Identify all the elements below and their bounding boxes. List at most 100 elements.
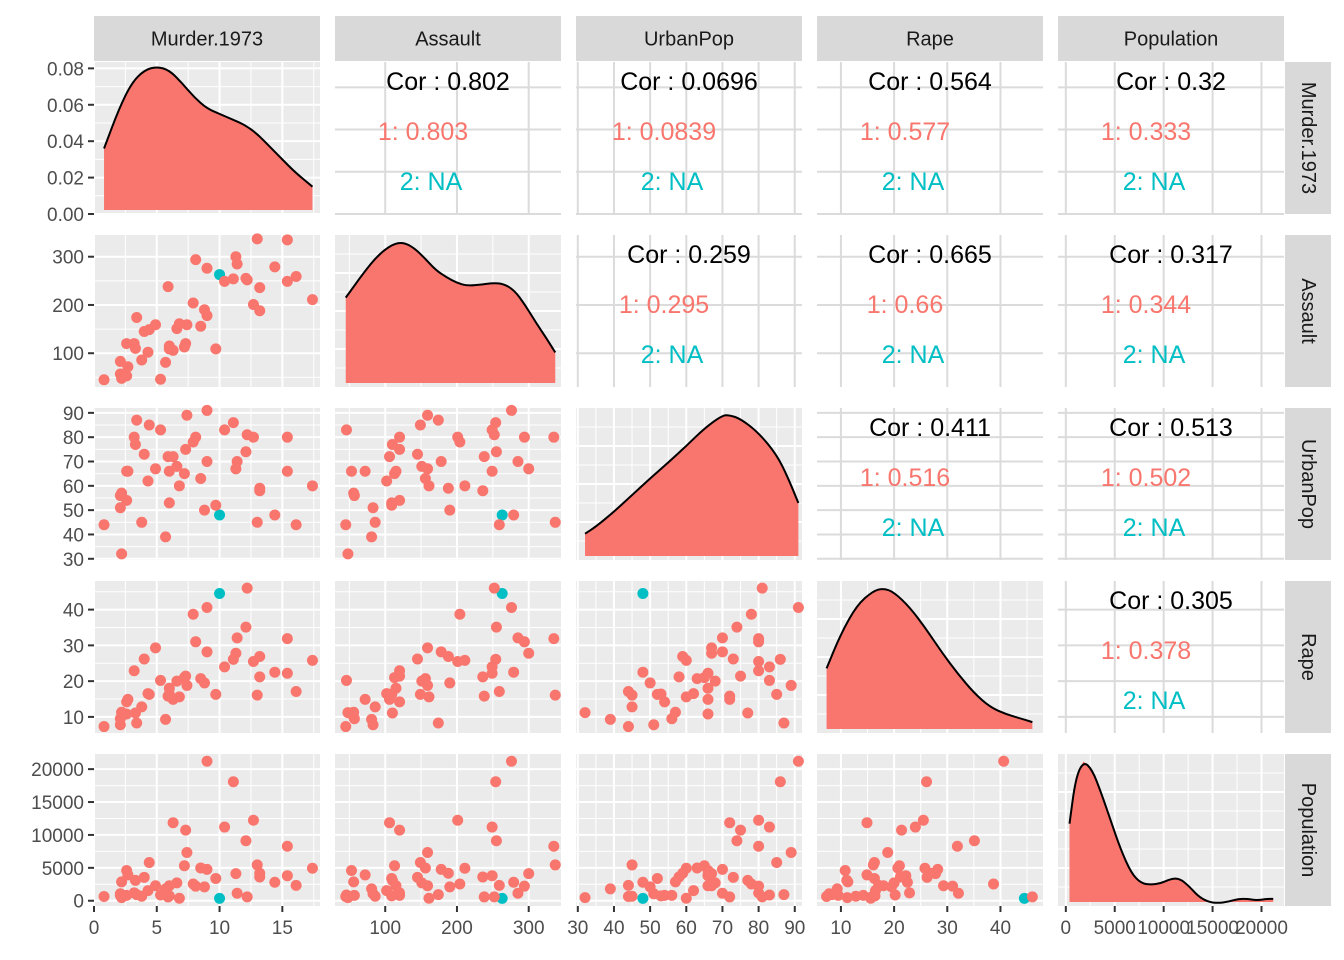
data-point-group-1 [269, 876, 281, 888]
data-point-group-1 [201, 601, 213, 613]
y-axis-population: 0 5000 10000 15000 20000 [31, 760, 94, 913]
panel-murder-1973-murder-1973 [93, 62, 320, 215]
data-point-group-1 [116, 548, 128, 560]
data-point-group-1 [230, 868, 242, 880]
data-point-group-1 [114, 502, 126, 514]
x-tick-label: 10000 [1137, 918, 1190, 939]
data-point-group-1 [122, 693, 134, 705]
data-point-group-1 [921, 776, 933, 788]
y-tick-label: 5000 [42, 859, 84, 880]
data-point-group-1 [423, 480, 435, 492]
data-point-group-1 [247, 431, 259, 443]
data-point-group-1 [785, 679, 797, 691]
data-point-group-1 [882, 846, 894, 858]
data-point-group-1 [138, 326, 150, 338]
x-tick-label: 30 [937, 918, 958, 939]
data-point-group-1 [306, 654, 318, 666]
data-point-group-2 [496, 588, 508, 600]
data-point-group-1 [138, 448, 150, 460]
data-point-group-1 [702, 667, 714, 679]
column-strip-label-urbanpop: UrbanPop [644, 29, 734, 51]
correlation-group-2: 2: NA [1123, 514, 1186, 542]
data-point-group-1 [442, 482, 454, 494]
data-point-group-1 [160, 713, 172, 725]
column-strip-label-population: Population [1124, 29, 1219, 51]
row-strip-murder-1973 [1285, 62, 1331, 214]
data-point-group-1 [142, 475, 154, 487]
data-point-group-1 [251, 516, 263, 528]
data-point-group-1 [198, 504, 210, 516]
data-point-group-1 [348, 876, 360, 888]
data-point-group-1 [921, 871, 933, 883]
x-tick-label: 40 [990, 918, 1011, 939]
data-point-group-1 [178, 468, 190, 480]
y-tick-label: 70 [63, 453, 84, 474]
data-point-group-1 [842, 876, 854, 888]
density-line [1068, 763, 1274, 904]
row-strip-urbanpop [1285, 408, 1331, 560]
data-point-group-1 [98, 721, 110, 733]
data-point-group-1 [386, 497, 398, 509]
data-point-group-1 [160, 883, 172, 895]
row-strip-assault [1285, 235, 1331, 387]
density-line [344, 241, 557, 353]
data-point-group-1 [549, 859, 561, 871]
correlation-overall: Cor : 0.305 [1109, 587, 1233, 615]
data-point-group-1 [518, 431, 530, 443]
column-strip-rape [817, 16, 1043, 61]
data-point-group-1 [210, 872, 222, 884]
data-point-group-1 [735, 670, 747, 682]
data-point-group-1 [128, 887, 140, 899]
data-point-group-1 [753, 887, 765, 899]
data-point-group-1 [742, 707, 754, 719]
correlation-group-1: 1: 0.0839 [612, 118, 716, 146]
x-tick-label: 5000 [1094, 918, 1136, 939]
data-point-group-1 [655, 688, 667, 700]
data-point-group-1 [677, 650, 689, 662]
correlation-overall: Cor : 0.564 [868, 68, 992, 96]
data-point-group-1 [523, 463, 535, 475]
data-point-group-1 [488, 891, 500, 903]
data-point-group-1 [359, 869, 371, 881]
data-point-group-1 [774, 776, 786, 788]
data-point-group-1 [488, 582, 500, 594]
data-point-group-1 [366, 883, 378, 895]
data-point-group-1 [745, 608, 757, 620]
data-point-group-1 [702, 865, 714, 877]
data-point-group-1 [346, 865, 358, 877]
data-point-group-1 [493, 879, 505, 891]
data-point-group-1 [160, 356, 172, 368]
panel-urbanpop-rape: Cor : 0.411 1: 0.516 2: NA [817, 408, 1043, 560]
data-point-group-1 [138, 653, 150, 665]
data-point-group-1 [422, 880, 434, 892]
data-point-group-1 [988, 878, 1000, 890]
y-tick-label: 30 [63, 636, 84, 657]
data-point-group-1 [753, 633, 765, 645]
data-point-group-1 [478, 690, 490, 702]
data-point-group-1 [240, 446, 252, 458]
data-point-group-1 [231, 632, 243, 644]
data-point-group-1 [254, 867, 266, 879]
data-point-group-1 [724, 693, 736, 705]
data-point-group-1 [247, 298, 259, 310]
data-point-group-1 [187, 878, 199, 890]
data-point-group-1 [384, 693, 396, 705]
data-point-group-1 [763, 821, 775, 833]
density-area [1069, 761, 1274, 904]
y-tick-label: 0.02 [47, 169, 84, 190]
data-point-group-1 [477, 871, 489, 883]
panel-murder-1973-assault: Cor : 0.802 1: 0.803 2: NA [335, 62, 561, 215]
data-point-group-1 [160, 531, 172, 543]
data-point-group-1 [735, 824, 747, 836]
column-strip-label-assault: Assault [415, 29, 481, 51]
panel-rape-assault [335, 581, 561, 733]
data-point-group-1 [173, 480, 185, 492]
data-point-group-1 [622, 879, 634, 891]
data-point-group-1 [178, 860, 190, 872]
data-point-group-1 [442, 867, 454, 879]
data-point-group-1 [493, 686, 505, 698]
panel-rape-urbanpop [576, 581, 804, 733]
y-tick-label: 50 [63, 501, 84, 522]
correlation-overall: Cor : 0.411 [869, 414, 991, 442]
y-tick-label: 10 [63, 708, 84, 729]
